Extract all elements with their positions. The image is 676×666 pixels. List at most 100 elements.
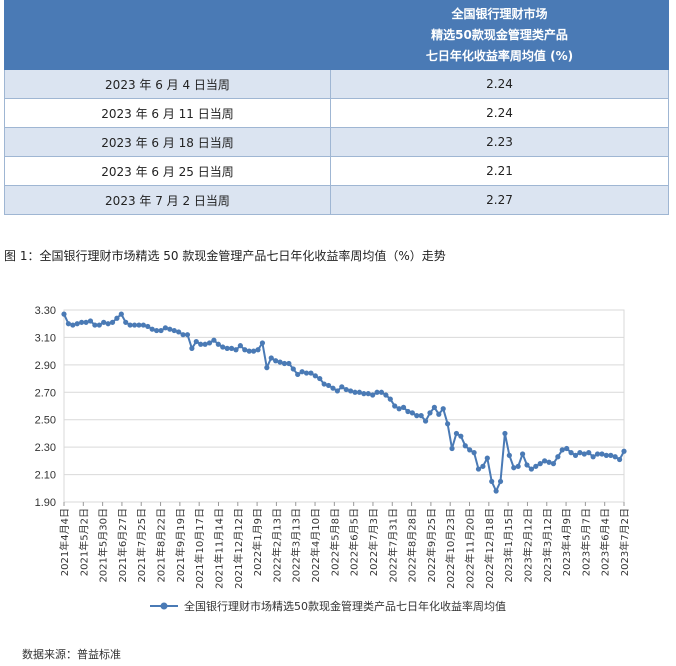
data-point (370, 392, 376, 398)
value-cell: 2.21 (330, 156, 669, 186)
data-point (480, 463, 486, 469)
data-point (114, 315, 120, 321)
data-point (255, 347, 261, 353)
data-point (273, 358, 279, 364)
y-tick-label: 2.50 (35, 415, 56, 427)
data-point (550, 461, 557, 467)
data-point (127, 322, 133, 328)
data-point (330, 385, 336, 391)
figure-caption: 图 1：全国银行理财市场精选 50 款现金管理产品七日年化收益率周均值（%）走势 (4, 249, 446, 263)
data-point (180, 332, 186, 338)
y-tick-label: 2.10 (35, 470, 56, 482)
table-row: 2023 年 7 月 2 日当周 2.27 (4, 185, 669, 215)
data-point (497, 478, 504, 485)
data-point (105, 321, 111, 327)
week-cell: 2023 年 6 月 25 日当周 (4, 156, 331, 186)
x-tick-label: 2022年8月28日 (406, 508, 419, 583)
data-point (224, 345, 230, 351)
table-row: 2023 年 6 月 18 日当周 2.23 (4, 127, 669, 157)
data-point (392, 403, 398, 409)
x-tick-label: 2023年2月12日 (521, 508, 534, 583)
data-point (153, 327, 160, 334)
data-point (599, 451, 605, 457)
data-point (158, 327, 164, 334)
data-point (445, 421, 451, 427)
data-point (515, 463, 521, 469)
data-point (92, 322, 98, 328)
x-tick-label: 2022年11月20日 (464, 508, 477, 589)
data-point (458, 433, 464, 439)
data-point (422, 418, 429, 424)
data-point (303, 370, 310, 376)
x-tick-label: 2023年5月7日 (579, 508, 592, 576)
y-tick-label: 2.30 (35, 442, 56, 454)
header-line-3: 七日年化收益率周均值 (%) (425, 48, 574, 63)
data-point (136, 322, 142, 328)
x-tick-label: 2021年6月27日 (116, 508, 129, 583)
data-point (374, 389, 380, 395)
data-point (325, 382, 332, 389)
data-point (546, 459, 552, 465)
data-point (343, 386, 349, 393)
data-point (506, 452, 512, 458)
data-point (171, 327, 177, 334)
data-point (484, 455, 490, 461)
week-cell: 2023 年 6 月 11 日当周 (4, 98, 331, 128)
y-tick-label: 3.30 (35, 305, 56, 317)
data-point (277, 359, 283, 365)
x-tick-label: 2022年7月3日 (367, 508, 380, 576)
data-point (559, 447, 565, 453)
data-point (352, 389, 358, 395)
data-point (524, 462, 530, 468)
data-point (471, 450, 477, 456)
data-point (528, 466, 535, 472)
data-point (220, 344, 226, 350)
value-cell: 2.23 (330, 127, 669, 157)
data-point (564, 445, 570, 452)
x-tick-label: 2021年7月25日 (135, 508, 148, 583)
week-cell: 2023 年 7 月 2 日当周 (4, 185, 331, 215)
data-point (70, 322, 76, 328)
x-tick-label: 2021年8月22日 (155, 508, 168, 583)
x-tick-label: 2021年9月19日 (174, 508, 187, 583)
data-point (295, 371, 301, 378)
data-point (475, 466, 482, 472)
x-tick-label: 2022年2月13日 (270, 508, 283, 583)
x-tick-label: 2023年7月2日 (618, 508, 631, 576)
data-point (581, 451, 587, 457)
data-point (290, 366, 296, 372)
data-point (449, 445, 455, 452)
data-point (427, 410, 433, 416)
x-tick-label: 2022年3月13日 (290, 508, 303, 583)
table-header-title: 全国银行理财市场 精选50款现金管理类产品 七日年化收益率周均值 (%) (330, 0, 669, 70)
data-point (511, 465, 517, 471)
week-cell: 2023 年 6 月 4 日当周 (4, 69, 331, 99)
data-point (621, 448, 627, 454)
data-point (259, 340, 266, 346)
table-row: 2023 年 6 月 11 日当周 2.24 (4, 98, 669, 128)
data-point (356, 389, 363, 395)
data-point (572, 452, 579, 458)
data-point (493, 488, 499, 494)
data-point (308, 370, 314, 376)
data-point (519, 451, 526, 457)
data-source: 数据来源：普益标准 (22, 648, 121, 661)
data-point (198, 341, 204, 347)
x-tick-label: 2022年7月31日 (386, 508, 399, 583)
table-row: 2023 年 6 月 4 日当周 2.24 (4, 69, 669, 99)
x-tick-label: 2022年6月5日 (348, 508, 361, 576)
value-cell: 2.24 (330, 98, 669, 128)
data-point (317, 375, 323, 382)
data-point (568, 450, 574, 456)
data-point (537, 461, 543, 467)
x-tick-label: 2021年5月2日 (77, 508, 90, 576)
data-point (228, 345, 235, 351)
data-point (176, 329, 182, 335)
data-point (462, 443, 468, 449)
data-point (383, 392, 389, 398)
data-point (237, 343, 243, 349)
x-tick-label: 2022年12月18日 (483, 508, 496, 589)
x-tick-label: 2021年10月17日 (193, 508, 206, 589)
data-point (396, 406, 402, 412)
data-point (242, 347, 248, 353)
